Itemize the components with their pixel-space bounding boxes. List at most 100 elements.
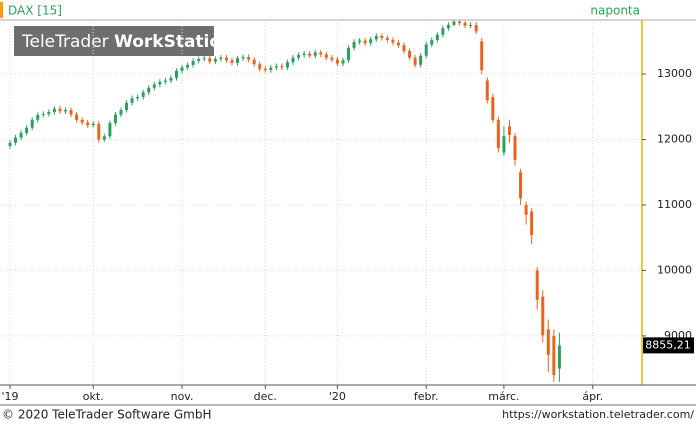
candle-body (102, 136, 106, 140)
footer-url: https://workstation.teletrader.com/ (502, 408, 694, 421)
candle-body (297, 55, 301, 58)
candle-body (557, 345, 561, 369)
candle-body (86, 122, 90, 126)
candle-body (502, 136, 506, 153)
candle-body (119, 110, 123, 115)
candle-body (47, 111, 51, 114)
candle-body (108, 123, 112, 137)
candle-body (63, 110, 67, 112)
candle-body (197, 58, 201, 61)
candle-body (224, 57, 228, 61)
chart-title: DAX [15] (8, 4, 62, 18)
candle-body (530, 211, 534, 236)
candle-body (285, 62, 289, 68)
candle-body (396, 42, 400, 46)
candle-body (263, 68, 267, 71)
candle-body (330, 57, 334, 60)
candle-body (507, 126, 511, 135)
candle-body (458, 21, 462, 23)
x-tick-label: okt. (83, 390, 104, 403)
candle-body (302, 53, 306, 56)
candle-body (352, 41, 356, 48)
candle-body (541, 296, 545, 336)
last-price-box (643, 337, 694, 354)
candle-body (97, 123, 101, 140)
candle-body (125, 102, 129, 111)
x-tick-label: '20 (329, 390, 346, 403)
x-tick-label: dec. (254, 390, 277, 403)
candle-body (408, 51, 412, 58)
candle-body (519, 172, 523, 199)
candle-body (19, 132, 23, 138)
candle-body (369, 39, 373, 44)
y-tick-label: 13000 (657, 67, 692, 80)
candle-body (141, 92, 145, 97)
candle-body (474, 24, 478, 32)
y-tick-label: 12000 (657, 132, 692, 145)
candle-body (463, 22, 467, 26)
candle-body (402, 45, 406, 52)
copyright: © 2020 TeleTrader Software GmbH (2, 408, 212, 422)
candle-body (446, 24, 450, 29)
candle-body (413, 57, 417, 65)
candle-body (80, 119, 84, 123)
candle-body (491, 96, 495, 120)
candle-body (363, 40, 367, 44)
candle-body (169, 77, 173, 81)
candle-body (8, 142, 12, 147)
candle-body (152, 84, 156, 88)
candle-body (430, 39, 434, 45)
candle-body (313, 52, 317, 56)
watermark-brand: TeleTrader (21, 32, 109, 52)
candle-body (552, 335, 556, 376)
candle-body (25, 127, 29, 133)
candle-body (69, 110, 73, 115)
candle-body (391, 39, 395, 43)
candle-body (163, 80, 167, 82)
candle-body (469, 24, 473, 26)
candle-body (186, 64, 190, 68)
candle-body (535, 270, 539, 300)
candle-body (435, 34, 439, 40)
candle-body (180, 67, 184, 71)
candle-body (280, 66, 284, 68)
x-tick-label: febr. (414, 390, 439, 403)
candle-body (113, 114, 117, 124)
candle-body (213, 58, 217, 62)
y-tick-label: 10000 (657, 263, 692, 276)
candle-body (136, 96, 140, 99)
candle-body (308, 53, 312, 56)
candle-body (441, 28, 445, 35)
candle-body (324, 54, 328, 58)
candle-body (419, 55, 423, 65)
candle-body (496, 119, 500, 148)
candle-body (258, 64, 262, 69)
candle-body (424, 44, 428, 56)
candle-body (374, 36, 378, 40)
candle-body (75, 114, 79, 120)
x-tick-label: nov. (171, 390, 194, 403)
watermark-product: WorkStation (114, 32, 233, 52)
candle-body (36, 114, 40, 120)
candle-body (58, 108, 62, 112)
candle-body (52, 108, 56, 112)
candle-body (452, 21, 456, 25)
candle-body (380, 36, 384, 39)
chart-subtitle: naponta (590, 4, 640, 18)
candle-body (236, 58, 240, 63)
candle-body (335, 59, 339, 64)
candle-body (269, 67, 273, 71)
watermark: TeleTrader WorkStation (21, 32, 233, 52)
x-tick-label: márc. (488, 390, 519, 403)
watermark-box (14, 26, 214, 56)
candle-body (91, 123, 95, 126)
candle-body (14, 137, 18, 143)
candle-body (191, 60, 195, 65)
candle-body (319, 52, 323, 55)
candle-body (202, 58, 206, 60)
last-price-label: 8855,21 (645, 338, 691, 351)
candle-body (230, 60, 234, 63)
candle-body (158, 81, 162, 85)
